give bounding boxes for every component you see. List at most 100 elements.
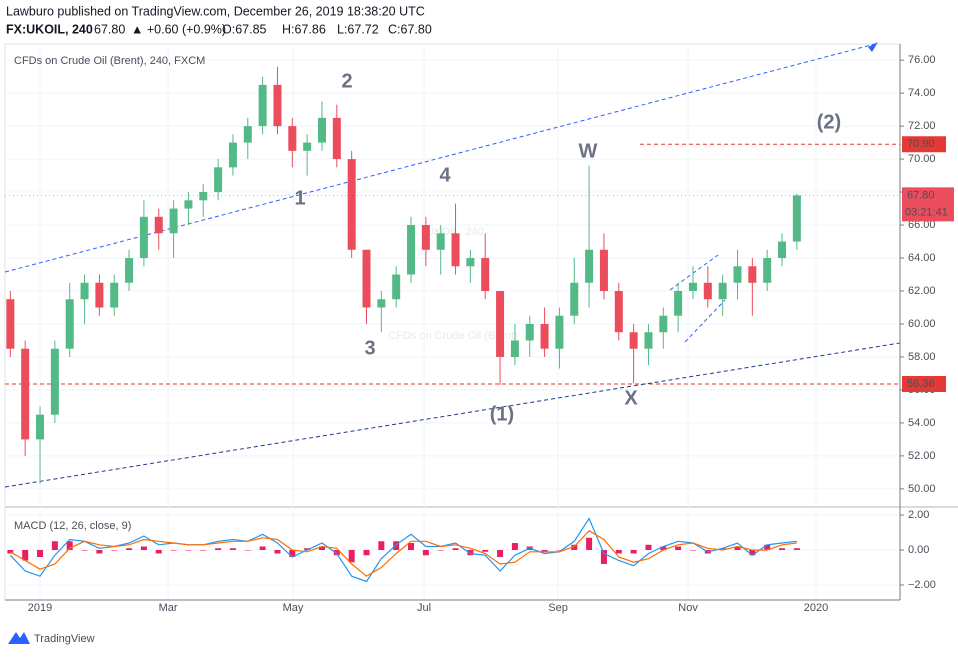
y-tick-label: 50.00 [908,483,936,495]
candle-body [733,266,742,283]
macd-histogram [541,550,548,552]
level-tag [902,375,946,392]
macd-histogram [22,550,29,561]
open: O:67.85 [222,22,267,36]
candle-body [21,348,30,440]
macd-histogram [719,548,726,551]
candle-body [496,290,505,357]
candle-body [466,258,475,267]
trend-line [4,43,876,273]
candle-body [540,323,549,349]
macd-histogram [37,550,44,557]
macd-histogram [779,548,786,551]
logo [8,632,30,644]
macd-histogram [497,550,504,557]
candle-body [718,282,727,300]
macd-histogram [378,541,385,551]
candle-body [407,225,416,275]
wave-label: 3 [364,337,375,359]
x-tick-label: 2020 [804,602,828,614]
level-label: 56.36 [907,378,935,390]
macd-histogram [586,537,593,551]
pane-border [4,43,901,601]
macd-histogram [170,550,177,551]
candle-body [377,299,386,308]
macd-histogram [126,548,133,551]
y-tick-label: 74.00 [908,87,936,99]
brand[interactable]: TradingView [34,633,95,645]
level-tag [902,136,946,153]
candle-body [228,142,237,168]
low: L:67.72 [337,22,379,36]
macd-histogram [66,541,73,551]
macd-histogram [615,550,622,554]
candle-body [555,315,564,349]
watermark: CFDs on Crude Oil (Brent) [388,330,518,342]
macd-histogram [348,550,355,563]
macd-histogram [645,544,652,551]
candle-body [778,241,787,259]
candle-body [50,348,59,415]
macd-histogram [764,544,771,551]
y-tick-label: −2.00 [908,579,936,591]
candle-body [303,142,312,151]
level-label: 70.90 [907,138,935,150]
x-tick-label: Nov [678,602,698,614]
candle-body [629,332,638,349]
wave-label: 2 [341,70,352,92]
macd-histogram [333,550,340,556]
publisher: Lawburo published on TradingView.com, De… [6,4,425,18]
candle-body [748,266,757,283]
macd-histogram [437,550,444,551]
candle-body [36,414,45,440]
candle-body [95,282,104,308]
candle-body [510,340,519,357]
candle-body [525,323,534,341]
x-tick-label: Sep [548,602,568,614]
macd-histogram [304,548,311,551]
candle-body [80,282,89,300]
close: C:67.80 [388,22,432,36]
candle-body [110,282,119,308]
wave-label: 4 [439,164,451,186]
candle-body [614,290,623,333]
y-tick-label: 58.00 [908,351,936,363]
candle-body [6,299,15,349]
candle-body [659,315,668,333]
candle-body [288,126,297,151]
candle-body [570,282,579,316]
price-label: 67.80 [907,189,935,201]
macd-histogram [229,548,236,551]
wave-label: (2) [817,111,841,133]
channel-line [684,299,726,343]
macd-histogram [511,543,518,551]
symbol: FX:UKOIL, 240 [6,22,93,36]
macd-histogram [81,550,88,551]
macd-histogram [51,541,58,551]
candle-body [184,200,193,209]
candle-body [139,216,148,259]
candle-body [392,274,401,300]
candle-body [599,249,608,291]
x-tick-label: Mar [159,602,178,614]
y-tick-label: 70.00 [908,153,936,165]
x-tick-label: May [283,602,304,614]
candle-body [125,258,134,283]
macd-line [9,530,797,577]
macd-histogram [185,550,192,551]
candle-body [644,332,653,349]
y-tick-label: 0.00 [908,544,929,556]
candle-body [703,282,712,300]
price: 67.80 [94,22,125,36]
macd-histogram [734,546,741,551]
y-tick-label: 54.00 [908,417,936,429]
macd-histogram [215,548,222,551]
macd-histogram [318,546,325,551]
candle-body [481,258,490,291]
y-tick-label: 52.00 [908,450,936,462]
x-tick-label: Jul [417,602,431,614]
macd-histogram [630,550,637,554]
chart-title: CFDs on Crude Oil (Brent), 240, FXCM [14,55,205,67]
macd-histogram [660,546,667,551]
